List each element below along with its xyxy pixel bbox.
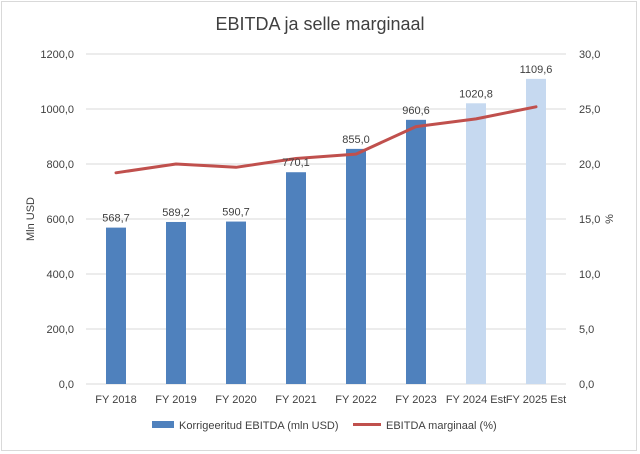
bar-value-label: 770,1 [282, 157, 310, 169]
margin-line [114, 105, 538, 175]
bar-value-label: 589,2 [162, 207, 190, 219]
x-tick-label: FY 2018 [95, 394, 136, 406]
bar [406, 119, 426, 385]
bar-value-label: 855,0 [342, 134, 370, 146]
data-labels: 568,7 589,2 590,7 770,1 855,0 960,6 1020,8 1109… [102, 64, 552, 225]
y-axis-label: Mln USD [25, 197, 37, 241]
bar [106, 227, 126, 384]
y2-tick-label: 0,0 [579, 379, 594, 391]
y2-axis-label: % [604, 214, 616, 224]
x-tick-label: FY 2021 [275, 394, 316, 406]
bar [346, 148, 366, 384]
bar [226, 221, 246, 384]
y-tick-label: 600,0 [46, 214, 74, 226]
bar-value-label: 1109,6 [520, 64, 553, 76]
axis-ticks: 0,0 0,0 200,0 5,0 400,0 10,0 600,0 15,0 800,0 20,… [40, 49, 600, 406]
bar [286, 172, 306, 384]
y-tick-label: 1200,0 [40, 49, 74, 61]
bar [466, 103, 486, 384]
y2-tick-label: 20,0 [579, 159, 600, 171]
y-tick-label: 800,0 [46, 159, 74, 171]
x-tick-label: FY 2022 [335, 394, 376, 406]
line-series [114, 105, 538, 175]
bar-value-label: 960,6 [402, 105, 430, 117]
bar-value-label: 1020,8 [459, 88, 493, 100]
bar-value-label: 568,7 [102, 213, 130, 225]
y-tick-label: 1000,0 [40, 104, 74, 116]
y-tick-label: 400,0 [46, 269, 74, 281]
y2-tick-label: 5,0 [579, 324, 594, 336]
x-tick-label: FY 2024 Est [446, 394, 506, 406]
bar-value-label: 590,7 [222, 207, 250, 219]
legend-bar-swatch [152, 421, 174, 428]
legend-bar-label: Korrigeeritud EBITDA (mln USD) [179, 420, 339, 432]
x-tick-label: FY 2019 [155, 394, 196, 406]
bar-series [106, 78, 546, 385]
legend-line-label: EBITDA marginaal (%) [386, 420, 497, 432]
y-tick-label: 0,0 [59, 379, 74, 391]
y-tick-label: 200,0 [46, 324, 74, 336]
y2-tick-label: 25,0 [579, 104, 600, 116]
x-tick-label: FY 2025 Est [506, 394, 566, 406]
x-tick-label: FY 2020 [215, 394, 256, 406]
x-tick-label: FY 2023 [395, 394, 436, 406]
bar [166, 221, 186, 384]
legend: Korrigeeritud EBITDA (mln USD) EBITDA mar… [152, 420, 497, 432]
y2-tick-label: 30,0 [579, 49, 600, 61]
bar [526, 78, 546, 385]
chart-title: EBITDA ja selle marginaal [215, 14, 424, 34]
gridlines [86, 53, 566, 385]
y2-tick-label: 15,0 [579, 214, 600, 226]
y2-tick-label: 10,0 [579, 269, 600, 281]
